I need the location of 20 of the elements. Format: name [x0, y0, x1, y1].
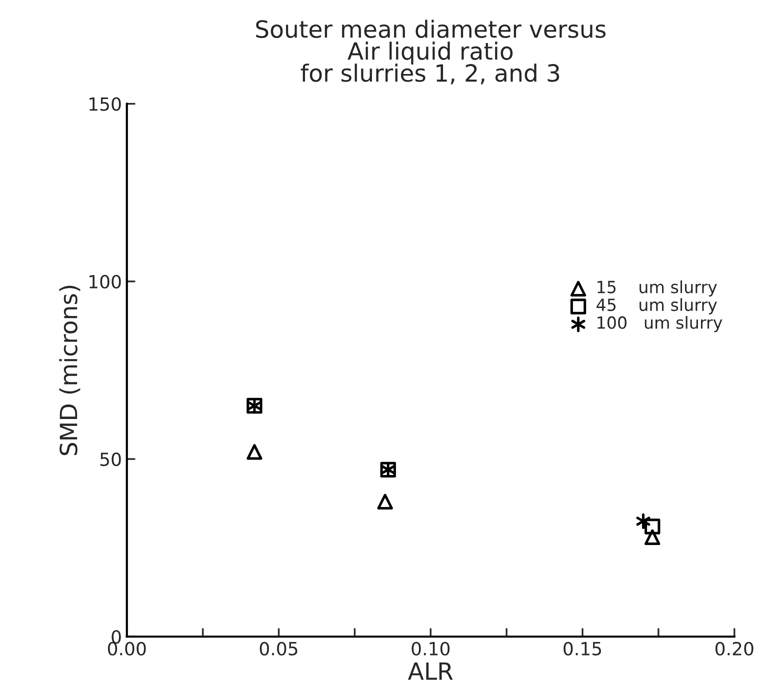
y-tick-label: 150 — [90, 97, 121, 111]
point — [246, 444, 262, 460]
x-axis-title: ALR — [408, 662, 453, 680]
x-tick-label: 0.15 — [564, 642, 602, 656]
point — [636, 513, 650, 530]
x-tick-label: 0.10 — [412, 642, 450, 656]
point — [644, 529, 660, 546]
y-tick-label: 50 — [100, 452, 121, 466]
legend-label: 45 um slurry — [596, 298, 717, 314]
legend-label: 100 um slurry — [598, 316, 722, 332]
y-tick-label: 100 — [90, 274, 121, 289]
point — [377, 494, 393, 510]
x-tick-label: 0.20 — [715, 642, 754, 656]
legend-label: 15 um slurry — [598, 280, 717, 297]
point — [644, 518, 660, 534]
x-tick-label: 0.05 — [260, 642, 298, 656]
y-tick-label: 0 — [112, 630, 121, 644]
chart-title: Souter mean diameter versus Air liquid ratio for slurries 1, 2, and 3 — [256, 20, 606, 84]
y-axis-title: SMD (microns) — [59, 286, 80, 456]
x-tick-label: 0.00 — [108, 642, 146, 656]
